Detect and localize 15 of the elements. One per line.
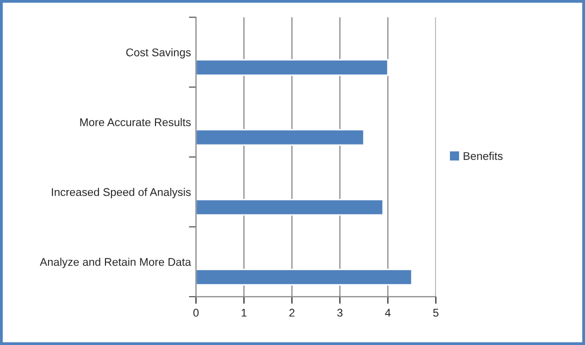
x-tick-label: 4	[385, 308, 391, 317]
bar	[196, 268, 413, 286]
bar	[196, 129, 365, 146]
bar	[196, 198, 384, 216]
y-tick-label: More Accurate Results	[80, 118, 191, 126]
legend-label: Benefits	[464, 152, 503, 160]
x-tick-label: 1	[242, 308, 246, 317]
x-tick-label: 0	[193, 308, 199, 317]
x-tick-label: 5	[433, 308, 438, 317]
y-tick-label: Cost Savings	[126, 48, 191, 59]
x-tick-label: 2	[289, 308, 294, 317]
y-tick-label: Analyze and Retain More Data	[40, 258, 192, 268]
bar	[196, 59, 389, 76]
y-tick-label: Increased Speed of Analysis	[52, 188, 191, 198]
x-tick-label: 3	[337, 308, 342, 317]
